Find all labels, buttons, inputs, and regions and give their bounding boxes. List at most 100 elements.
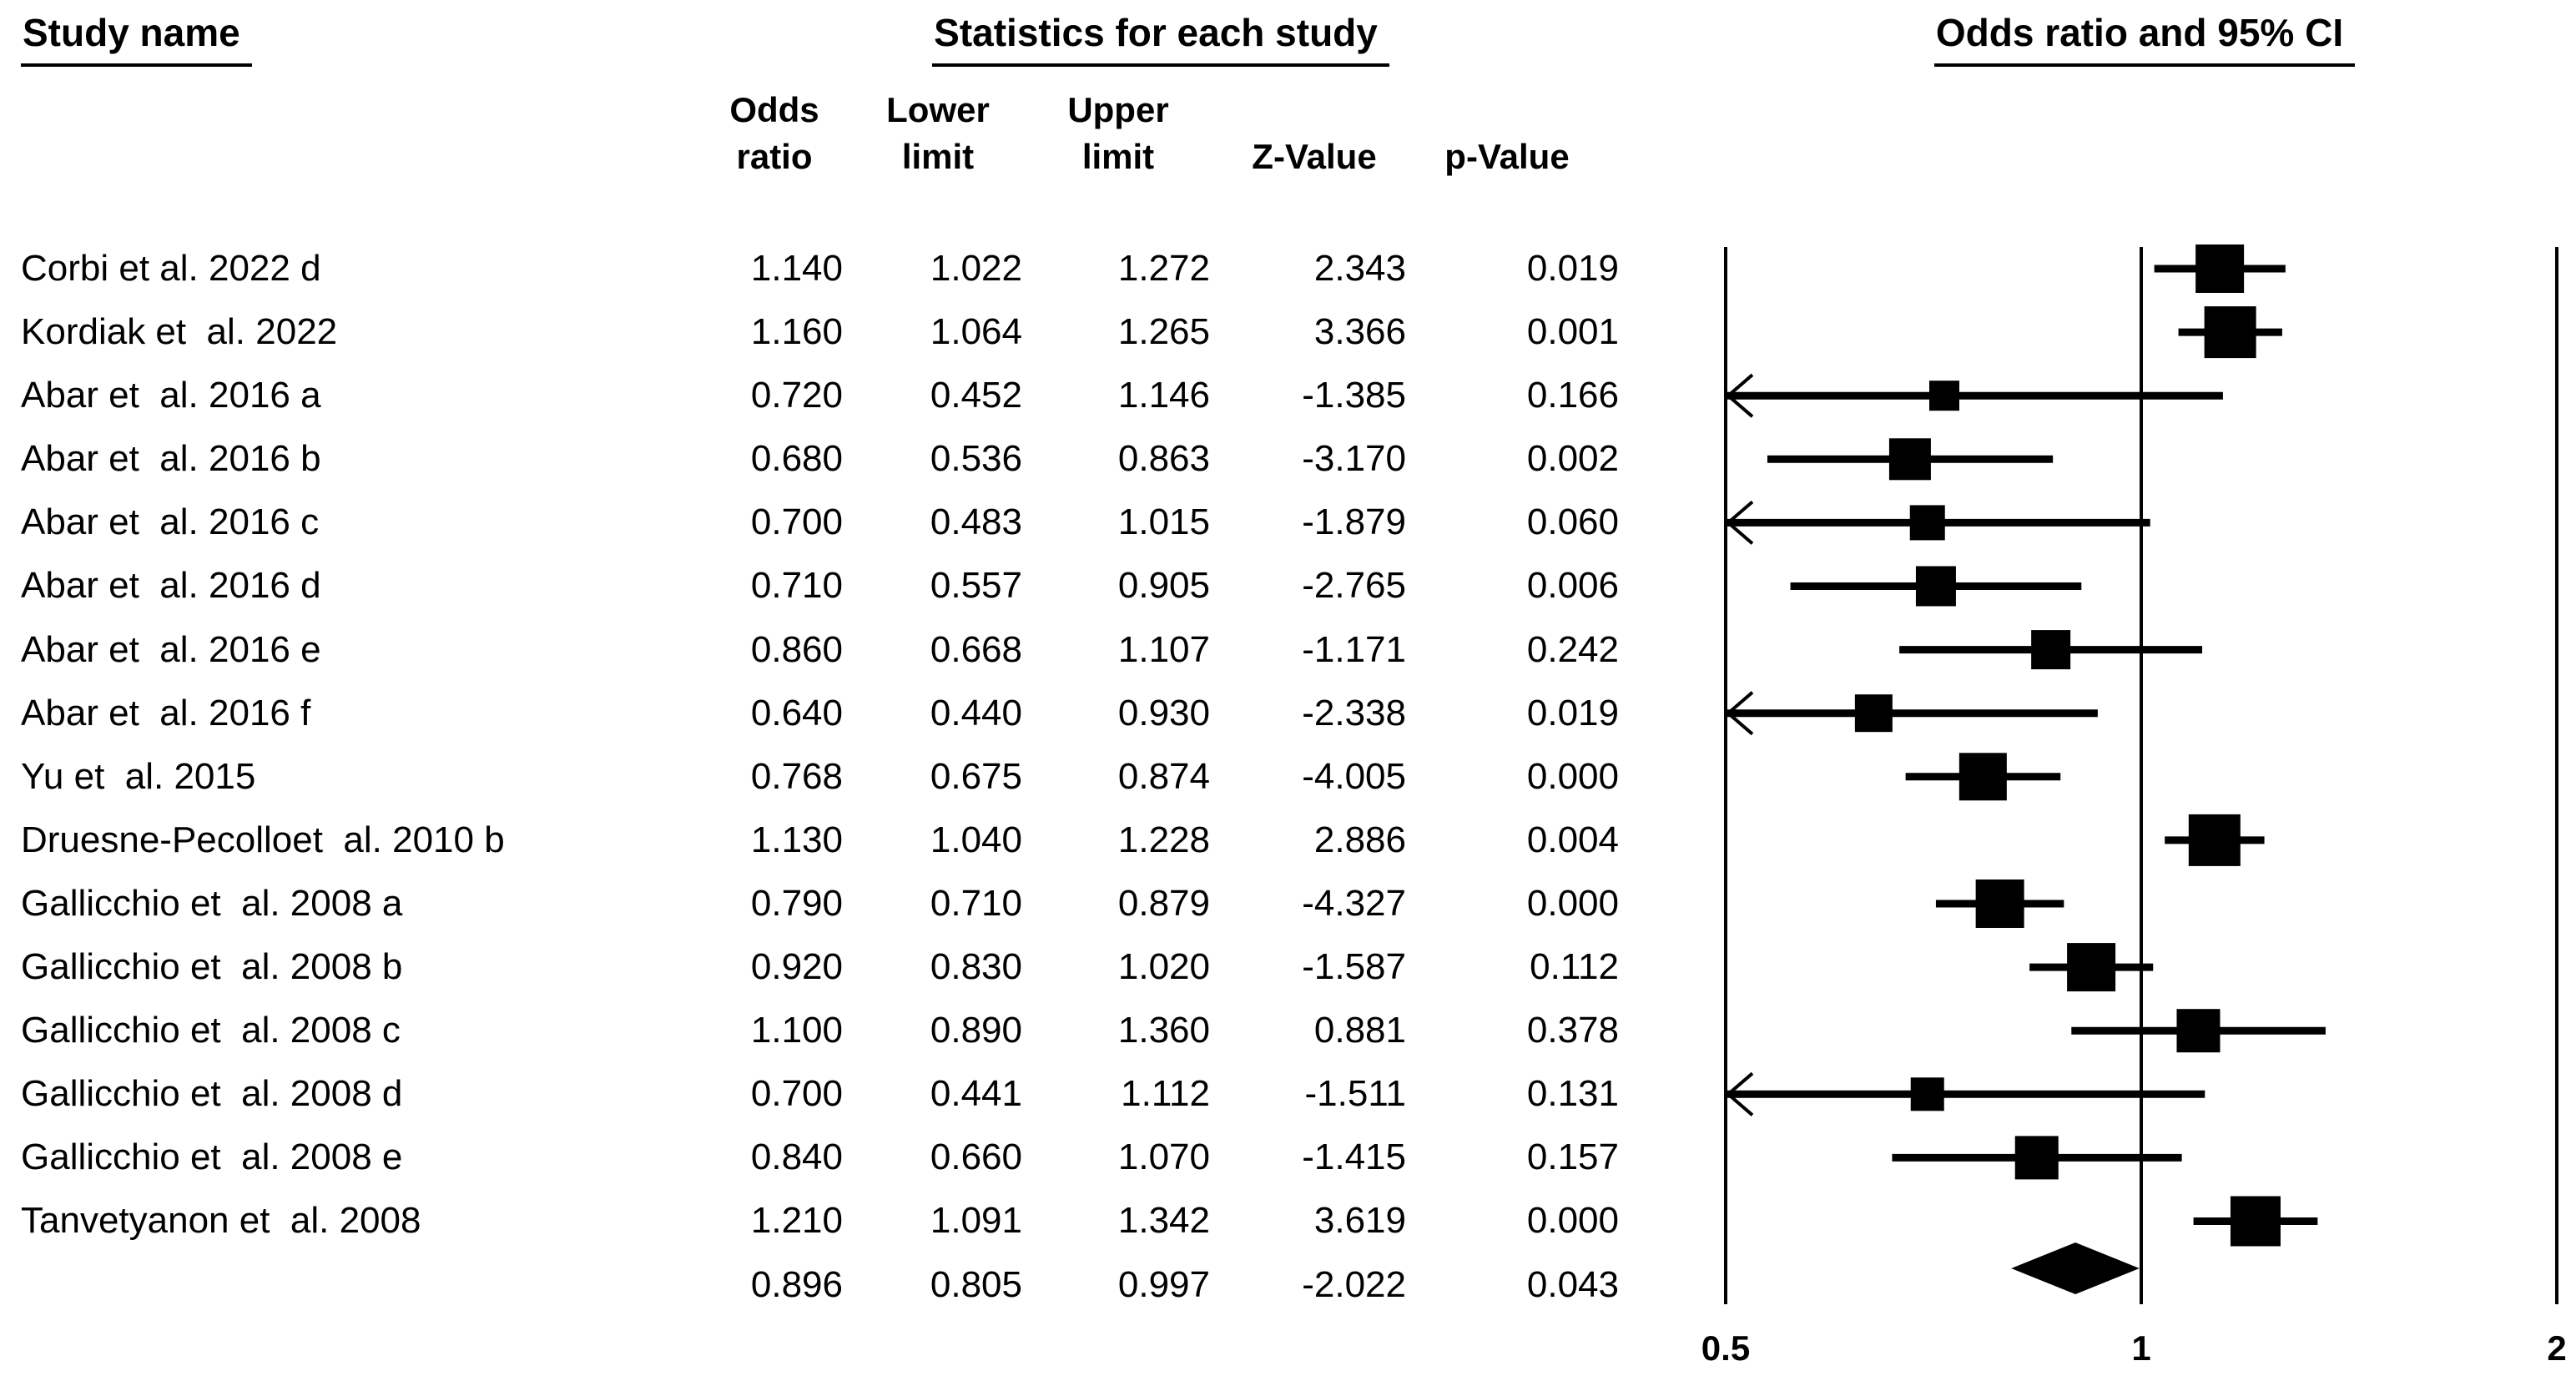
- p-cell: 0.002: [1526, 438, 1619, 480]
- lower-cell: 0.805: [930, 1263, 1022, 1305]
- or-cell: 0.790: [750, 882, 843, 924]
- upper-cell: 1.070: [1117, 1137, 1210, 1178]
- col-header-lower-limit: Lower limit: [886, 90, 990, 176]
- p-cell: 0.166: [1526, 375, 1619, 416]
- study-row: Abar et al. 2016 f 0.640 0.440 0.930 -2.338 0…: [0, 682, 2576, 745]
- x-tick-label: 2: [2547, 1328, 2566, 1368]
- p-cell: 0.019: [1526, 692, 1619, 733]
- study-row: Gallicchio et al. 2008 e 0.840 0.660 1.070 -…: [0, 1126, 2576, 1189]
- p-cell: 0.242: [1526, 628, 1619, 670]
- study-name-cell: Abar et al. 2016 b: [21, 438, 321, 480]
- upper-cell: 1.228: [1117, 819, 1210, 860]
- z-cell: -1.511: [1304, 1073, 1407, 1115]
- study-row: Abar et al. 2016 b 0.680 0.536 0.863 -3.170 0…: [0, 427, 2576, 491]
- or-cell: 0.640: [750, 692, 843, 733]
- upper-cell: 1.112: [1121, 1073, 1210, 1115]
- z-cell: -2.338: [1302, 692, 1406, 733]
- upper-cell: 0.930: [1117, 692, 1210, 733]
- study-name-header-text: Study name: [21, 10, 252, 67]
- z-cell: -1.171: [1302, 628, 1406, 670]
- col-header-p-value: p-Value: [1444, 137, 1570, 176]
- col-header-upper-limit: Upper limit: [1067, 90, 1169, 176]
- lower-cell: 0.440: [930, 692, 1022, 733]
- lower-cell: 0.668: [930, 628, 1022, 670]
- or-cell: 1.130: [750, 819, 843, 860]
- z-cell: -1.587: [1302, 946, 1406, 988]
- p-cell: 0.000: [1526, 882, 1619, 924]
- study-row: Gallicchio et al. 2008 d 0.700 0.441 1.112 -…: [0, 1062, 2576, 1126]
- upper-cell: 0.997: [1117, 1263, 1210, 1305]
- upper-cell: 0.863: [1117, 438, 1210, 480]
- z-cell: -1.385: [1302, 375, 1406, 416]
- col-header-z-value: Z-Value: [1252, 137, 1377, 176]
- upper-cell: 0.905: [1117, 565, 1210, 607]
- summary-row: 0.896 0.805 0.997 -2.022 0.043: [0, 1253, 2576, 1317]
- study-row: Gallicchio et al. 2008 c 1.100 0.890 1.360 0…: [0, 999, 2576, 1062]
- p-cell: 0.019: [1526, 248, 1619, 289]
- z-cell: -1.879: [1302, 502, 1406, 543]
- study-name-cell: Abar et al. 2016 e: [21, 628, 321, 670]
- study-name-cell: Gallicchio et al. 2008 c: [21, 1010, 401, 1051]
- p-cell: 0.131: [1526, 1073, 1619, 1115]
- study-row: Yu et al. 2015 0.768 0.675 0.874 -4.005 0.000: [0, 745, 2576, 809]
- study-row: Abar et al. 2016 e 0.860 0.668 1.107 -1.171 0…: [0, 618, 2576, 682]
- study-name-cell: Abar et al. 2016 c: [21, 502, 320, 543]
- z-cell: -1.415: [1302, 1137, 1406, 1178]
- study-row: Druesne-Pecolloet al. 2010 b 1.130 1.040 1.…: [0, 809, 2576, 872]
- p-cell: 0.000: [1526, 755, 1619, 797]
- p-cell: 0.004: [1526, 819, 1619, 860]
- lower-cell: 1.064: [930, 311, 1022, 353]
- upper-cell: 0.874: [1117, 755, 1210, 797]
- study-name-cell: Tanvetyanon et al. 2008: [21, 1200, 421, 1242]
- or-cell: 0.920: [750, 946, 843, 988]
- z-cell: -4.005: [1302, 755, 1406, 797]
- or-cell: 0.680: [750, 438, 843, 480]
- study-name-cell: Gallicchio et al. 2008 e: [21, 1137, 403, 1178]
- study-row: Abar et al. 2016 c 0.700 0.483 1.015 -1.879 0…: [0, 491, 2576, 554]
- p-cell: 0.157: [1526, 1137, 1619, 1178]
- p-cell: 0.060: [1526, 502, 1619, 543]
- or-cell: 1.100: [750, 1010, 843, 1051]
- or-cell: 0.840: [750, 1137, 843, 1178]
- lower-cell: 0.536: [930, 438, 1022, 480]
- study-row: Tanvetyanon et al. 2008 1.210 1.091 1.342 3.…: [0, 1189, 2576, 1253]
- z-cell: -4.327: [1302, 882, 1406, 924]
- upper-cell: 1.020: [1117, 946, 1210, 988]
- study-name-cell: Gallicchio et al. 2008 d: [21, 1073, 403, 1115]
- statistics-header: Statistics for each study: [880, 10, 1441, 67]
- or-cell: 0.768: [750, 755, 843, 797]
- study-name-cell: Druesne-Pecolloet al. 2010 b: [21, 819, 505, 860]
- or-cell: 1.140: [750, 248, 843, 289]
- or-cell: 0.720: [750, 375, 843, 416]
- or-cell: 0.710: [750, 565, 843, 607]
- study-table-body: Corbi et al. 2022 d 1.140 1.022 1.272 2.343 0…: [0, 237, 2576, 1317]
- or-cell: 0.700: [750, 1073, 843, 1115]
- upper-cell: 1.265: [1117, 311, 1210, 353]
- study-name-cell: Gallicchio et al. 2008 a: [21, 882, 403, 924]
- lower-cell: 0.830: [930, 946, 1022, 988]
- upper-cell: 0.879: [1117, 882, 1210, 924]
- statistics-header-text: Statistics for each study: [932, 10, 1389, 67]
- study-row: Corbi et al. 2022 d 1.140 1.022 1.272 2.343 0…: [0, 237, 2576, 300]
- lower-cell: 0.441: [930, 1073, 1022, 1115]
- lower-cell: 1.040: [930, 819, 1022, 860]
- z-cell: -3.170: [1302, 438, 1406, 480]
- or-cell: 1.210: [750, 1200, 843, 1242]
- study-row: Abar et al. 2016 d 0.710 0.557 0.905 -2.765 0…: [0, 554, 2576, 617]
- study-name-cell: Abar et al. 2016 f: [21, 692, 311, 733]
- p-cell: 0.001: [1526, 311, 1619, 353]
- upper-cell: 1.342: [1117, 1200, 1210, 1242]
- z-cell: 2.343: [1313, 248, 1406, 289]
- lower-cell: 0.710: [930, 882, 1022, 924]
- lower-cell: 1.022: [930, 248, 1022, 289]
- p-cell: 0.000: [1526, 1200, 1619, 1242]
- p-cell: 0.043: [1526, 1263, 1619, 1305]
- upper-cell: 1.146: [1117, 375, 1210, 416]
- z-cell: 3.366: [1313, 311, 1406, 353]
- study-row: Gallicchio et al. 2008 a 0.790 0.710 0.879 -…: [0, 872, 2576, 935]
- z-cell: -2.765: [1302, 565, 1406, 607]
- study-name-cell: Abar et al. 2016 d: [21, 565, 321, 607]
- lower-cell: 0.675: [930, 755, 1022, 797]
- z-cell: -2.022: [1302, 1263, 1406, 1305]
